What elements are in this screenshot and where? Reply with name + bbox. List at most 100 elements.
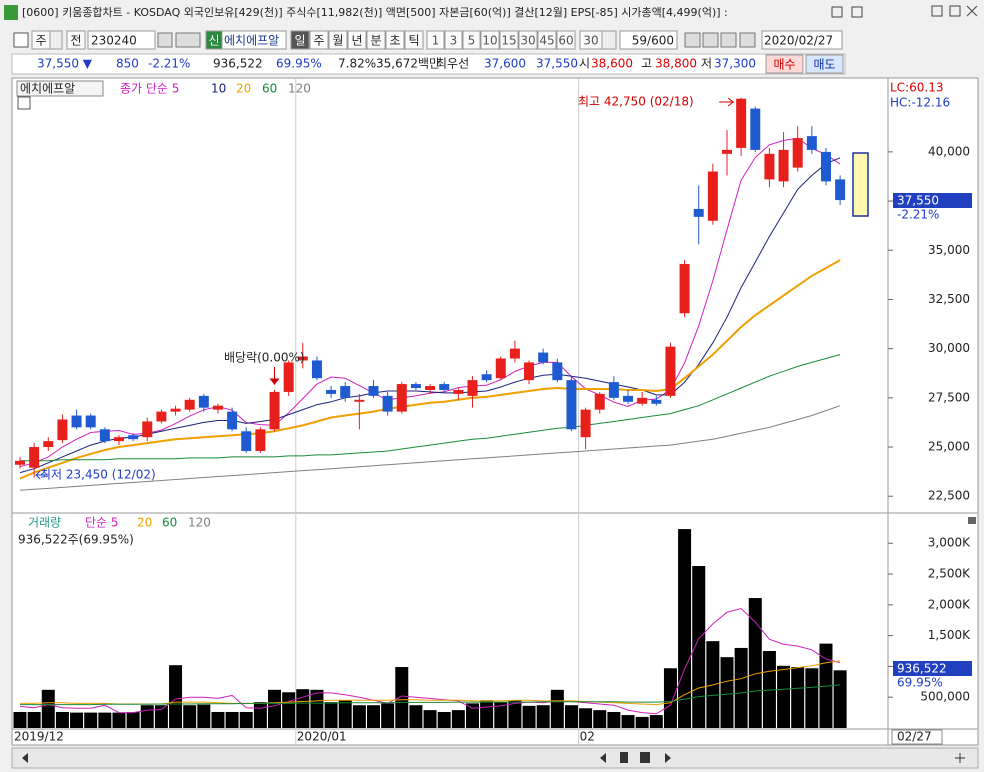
quote-high-label: 고 xyxy=(641,57,652,71)
candle-body xyxy=(85,415,96,428)
button[interactable] xyxy=(366,30,386,50)
sound[interactable] xyxy=(175,32,201,48)
button[interactable] xyxy=(765,54,804,74)
close[interactable] xyxy=(966,5,978,17)
volume-bar xyxy=(423,710,437,728)
button[interactable] xyxy=(444,30,463,50)
maximize[interactable] xyxy=(949,5,961,17)
volume-bar xyxy=(805,668,819,728)
candle-body xyxy=(227,411,238,430)
forecast-box xyxy=(852,152,869,217)
button[interactable] xyxy=(499,30,519,50)
button[interactable] xyxy=(480,30,500,50)
stop[interactable] xyxy=(640,752,650,763)
volume-ma-line xyxy=(20,684,841,706)
tool-icon[interactable] xyxy=(739,32,756,48)
tool-icon[interactable] xyxy=(720,32,737,48)
candle-body xyxy=(524,362,535,381)
volume-ma-line xyxy=(19,607,841,715)
button[interactable] xyxy=(426,30,445,50)
button[interactable] xyxy=(404,30,424,50)
candle-body xyxy=(128,435,139,440)
tool-icon[interactable] xyxy=(684,32,701,48)
candle-body xyxy=(792,138,803,168)
candle-body xyxy=(170,408,181,412)
dropdown[interactable] xyxy=(601,30,617,50)
code-input[interactable] xyxy=(87,30,156,50)
volume-bar xyxy=(310,689,324,728)
volume-bar xyxy=(183,705,197,728)
volume-bar xyxy=(465,703,479,728)
candle-body xyxy=(29,447,40,468)
volume-bar xyxy=(720,657,734,728)
candle-body xyxy=(99,429,110,442)
volume-bar xyxy=(734,647,748,728)
button[interactable] xyxy=(328,30,348,50)
volume-bar xyxy=(762,651,776,728)
candle-body xyxy=(255,429,266,451)
button-label: 초 xyxy=(389,34,400,48)
icon[interactable] xyxy=(13,32,29,48)
quote-change: 850 xyxy=(116,57,139,71)
candle-body xyxy=(651,399,662,404)
volume-bar xyxy=(649,715,663,728)
button[interactable] xyxy=(462,30,481,50)
y-tick-label: 2,500K xyxy=(928,567,971,581)
legend-entry: 120 xyxy=(188,516,211,530)
chart: 2019/12 2020/01 02 22,500 25,000 27,500 30,000… xyxy=(13,79,972,745)
button[interactable] xyxy=(537,30,557,50)
zoom[interactable] xyxy=(955,753,965,763)
volume-bar xyxy=(437,711,451,728)
dropdown[interactable] xyxy=(49,30,63,50)
button[interactable] xyxy=(66,30,86,50)
candle-body xyxy=(283,362,294,392)
button-label: 3 xyxy=(450,34,458,48)
volume-bar xyxy=(381,703,395,728)
volume-bar xyxy=(833,670,847,728)
last-price: 37,550 xyxy=(897,194,939,208)
button[interactable] xyxy=(385,30,405,50)
candle-body xyxy=(142,421,153,438)
date-box xyxy=(761,30,843,50)
candle-body xyxy=(439,384,450,390)
button-label: 45 xyxy=(539,34,554,48)
button-label: 주 xyxy=(35,34,46,48)
candle-body xyxy=(495,358,506,379)
pane-close[interactable] xyxy=(968,517,976,524)
scroll-track[interactable] xyxy=(11,747,979,769)
legend-entry: 단순 5 xyxy=(85,516,119,530)
y-tick-label: 40,000 xyxy=(928,144,970,158)
button[interactable] xyxy=(309,30,329,50)
legend-name: 에치에프알 xyxy=(20,82,75,96)
candle-body xyxy=(467,380,478,396)
volume-bar xyxy=(296,689,310,728)
search[interactable] xyxy=(157,32,173,48)
calc-icon[interactable] xyxy=(17,96,31,110)
button-label: 월 xyxy=(332,34,343,48)
volume-bar xyxy=(550,689,564,728)
pause[interactable] xyxy=(620,752,628,763)
button-label: 5 xyxy=(468,34,476,48)
volume-bar xyxy=(522,705,536,728)
ctl[interactable] xyxy=(851,6,863,18)
button[interactable] xyxy=(347,30,367,50)
tool-icon[interactable] xyxy=(702,32,719,48)
candle-body xyxy=(156,411,167,422)
volume-bar xyxy=(55,711,69,728)
candle-body xyxy=(538,352,549,363)
volume-bar xyxy=(663,668,677,728)
button[interactable] xyxy=(290,30,310,50)
ctl[interactable] xyxy=(831,6,843,18)
button[interactable] xyxy=(805,54,844,74)
legend-name: 거래량 xyxy=(28,516,61,530)
candle-body xyxy=(269,391,280,430)
button[interactable] xyxy=(556,30,576,50)
candle-body xyxy=(453,389,464,394)
candle-body xyxy=(340,386,351,398)
candle-body xyxy=(354,399,365,402)
minimize[interactable] xyxy=(931,5,943,17)
button[interactable] xyxy=(518,30,538,50)
candle-body xyxy=(43,441,54,448)
scroll-left[interactable] xyxy=(22,753,28,763)
candle-body xyxy=(750,108,761,150)
